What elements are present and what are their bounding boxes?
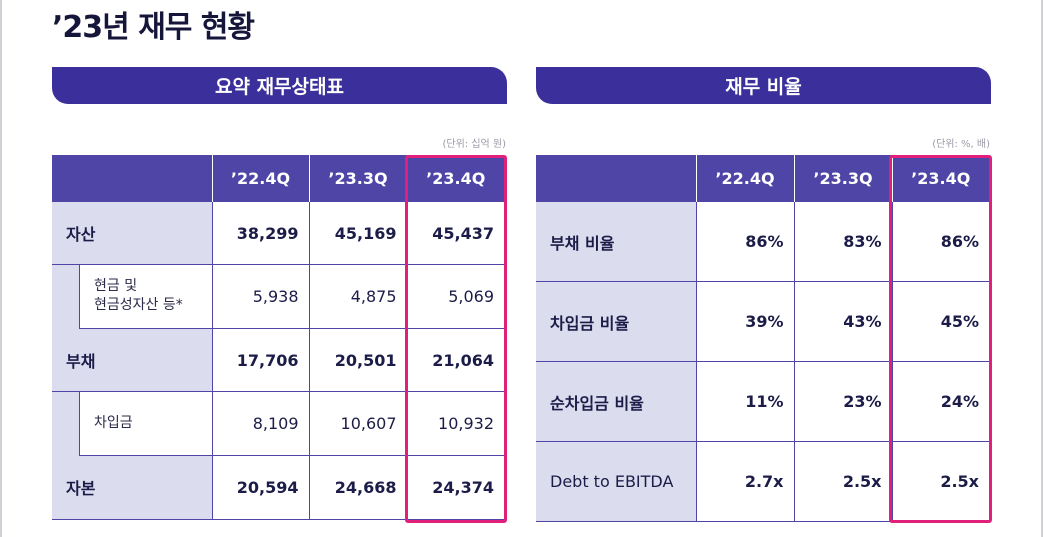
cell-value: 86% [695,202,794,282]
ratio-unit: (단위: %, 배) [932,139,990,150]
column-header: ’22.4Q [212,155,310,202]
cell-value: 20,594 [211,455,309,520]
latest-quarter-highlight [405,155,507,523]
table-row: 현금 및 현금성자산 등* 5,938 4,875 5,069 [52,264,504,329]
row-label: Debt to EBITDA [536,441,696,522]
column-header: ’23.4Q [407,155,504,202]
cell-value: 23% [793,361,892,442]
cell-value: 43% [793,281,892,362]
header-blank [52,155,213,202]
table-row: 부채 비율 86% 83% 86% [536,202,989,282]
row-label: 부채 비율 [536,202,696,282]
row-label: 차입금 비율 [536,281,696,362]
cell-value: 2.5x [891,441,989,522]
cell-value: 45,437 [406,202,504,265]
financial-ratio-table: ’22.4Q ’23.3Q ’23.4Q 부채 비율 86% 83% 86% 차… [536,155,989,522]
cell-value: 2.7x [695,441,794,522]
cell-value: 11% [695,361,794,442]
cell-value: 45% [891,281,989,362]
cell-value: 4,875 [308,264,407,329]
table-row: 부채 17,706 20,501 21,064 [52,328,504,392]
cell-value: 38,299 [211,202,309,265]
financial-ratio-header: 재무 비율 [536,67,991,104]
cell-value: 10,607 [308,391,407,456]
row-label: 자산 [52,202,212,265]
cell-value: 86% [891,202,989,282]
table-header-row: ’22.4Q ’23.3Q ’23.4Q [536,155,989,202]
balance-sheet-table: ’22.4Q ’23.3Q ’23.4Q 자산 38,299 45,169 45… [52,155,504,520]
page-title: ’23년 재무 현황 [52,10,255,45]
cell-value: 5,938 [211,264,309,329]
table-header-row: ’22.4Q ’23.3Q ’23.4Q [52,155,504,202]
header-blank [536,155,697,202]
column-header: ’22.4Q [696,155,795,202]
cell-value: 5,069 [406,264,504,329]
row-label: 순차입금 비율 [536,361,696,442]
cell-value: 83% [793,202,892,282]
cell-value: 8,109 [211,391,309,456]
table-row: 자본 20,594 24,668 24,374 [52,455,504,520]
row-label: 자본 [52,455,212,520]
cell-value: 10,932 [406,391,504,456]
table-row: 자산 38,299 45,169 45,437 [52,202,504,265]
balance-sheet-unit: (단위: 십억 원) [442,139,506,150]
cell-value: 24% [891,361,989,442]
table-row: 차입금 8,109 10,607 10,932 [52,391,504,456]
row-label-line2: 현금성자산 등* [94,297,183,314]
cell-value: 45,169 [308,202,407,265]
cell-value: 2.5x [793,441,892,522]
cell-value: 39% [695,281,794,362]
column-header: ’23.4Q [892,155,989,202]
row-label-sub: 차입금 [52,391,212,456]
column-header: ’23.3Q [794,155,893,202]
page-border-right [1041,0,1043,537]
cell-value: 24,668 [308,455,407,520]
cell-value: 21,064 [406,328,504,392]
cell-value: 24,374 [406,455,504,520]
column-header: ’23.3Q [309,155,408,202]
table-row: 순차입금 비율 11% 23% 24% [536,361,989,442]
latest-quarter-highlight [889,155,992,523]
balance-sheet-header: 요약 재무상태표 [52,67,507,104]
cell-value: 17,706 [211,328,309,392]
row-label-sub: 현금 및 현금성자산 등* [52,264,212,329]
page-border-left [0,0,2,537]
cell-value: 20,501 [308,328,407,392]
row-label: 부채 [52,328,212,392]
table-row: 차입금 비율 39% 43% 45% [536,281,989,362]
row-label-line1: 차입금 [94,414,133,431]
table-row: Debt to EBITDA 2.7x 2.5x 2.5x [536,441,989,522]
row-label-line1: 현금 및 [94,278,138,295]
